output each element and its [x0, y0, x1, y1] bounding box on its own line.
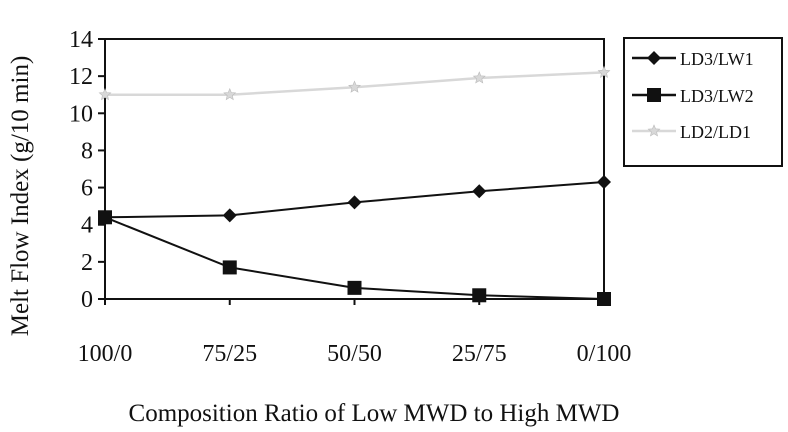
data-point: [472, 184, 487, 199]
x-tick-label: 0/100: [577, 341, 632, 367]
y-axis-title: Melt Flow Index (g/10 min): [7, 56, 34, 337]
y-tick-label: 2: [81, 250, 93, 276]
data-point: [347, 280, 362, 295]
y-tick-label: 8: [81, 138, 93, 164]
x-tick-label: 75/25: [202, 341, 257, 367]
data-point: [347, 195, 362, 210]
legend-marker: [647, 124, 661, 137]
y-tick-label: 14: [69, 27, 93, 53]
plot-frame: [104, 38, 605, 300]
data-point: [472, 71, 486, 84]
y-tick-label: 0: [81, 287, 93, 313]
legend: LD3/LW1 LD3/LW2 LD2/LD1: [623, 37, 783, 167]
legend-item: LD3/LW1: [632, 49, 754, 69]
data-point: [223, 87, 237, 101]
x-axis-title: Composition Ratio of Low MWD to High MWD: [129, 400, 620, 427]
y-tick-label: 10: [69, 101, 93, 127]
legend-label: LD3/LW1: [680, 49, 754, 69]
legend-label: LD2/LD1: [680, 122, 751, 142]
x-tick-labels: 100/0 75/25 50/50 25/75 0/100: [78, 341, 632, 367]
series-ld3-lw2: [98, 210, 611, 306]
data-point: [98, 210, 112, 225]
series-ld3-lw1: [98, 175, 611, 225]
legend-item: LD3/LW2: [632, 86, 754, 106]
data-point: [222, 260, 237, 275]
legend-marker: [647, 51, 661, 65]
legend-marker: [647, 88, 661, 102]
y-tick-label: 12: [69, 64, 93, 90]
data-point: [222, 208, 237, 223]
x-tick-label: 50/50: [327, 341, 382, 367]
data-point: [597, 65, 611, 78]
y-tick-labels: 0 2 4 6 8 10 12 14: [69, 27, 93, 313]
legend-item: LD2/LD1: [632, 122, 751, 142]
y-tick-label: 4: [81, 213, 93, 239]
data-point: [472, 288, 487, 303]
data-point: [348, 80, 361, 93]
data-point: [597, 175, 611, 189]
data-point: [98, 87, 112, 101]
legend-label: LD3/LW2: [680, 86, 754, 106]
x-tick-label: 100/0: [78, 341, 133, 367]
plot-area: [98, 38, 611, 306]
x-tick-label: 25/75: [452, 341, 507, 367]
y-tick-label: 6: [81, 176, 93, 202]
series-ld2-ld1: [98, 65, 611, 101]
data-point: [597, 292, 611, 306]
